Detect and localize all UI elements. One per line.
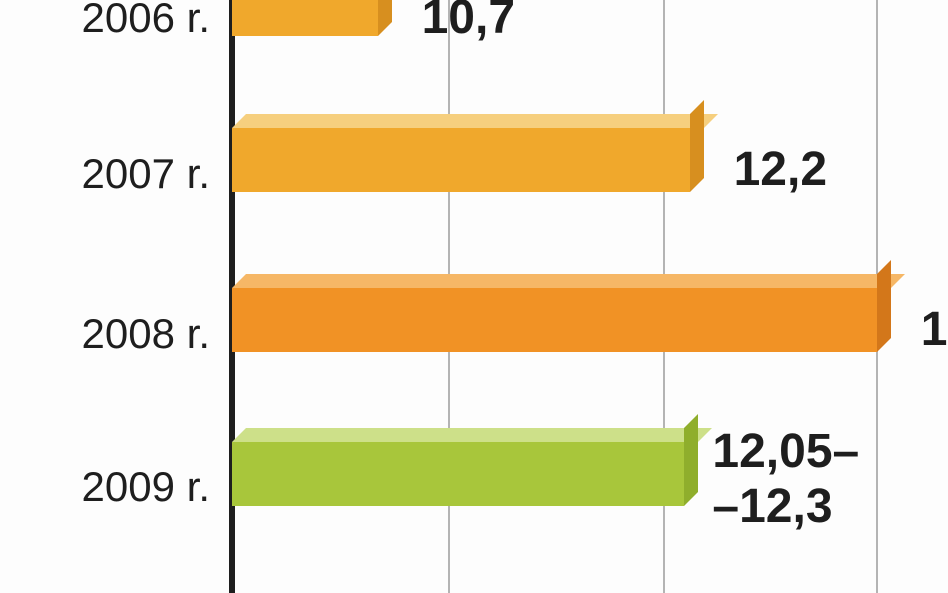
- bar-top-face: [232, 428, 712, 442]
- category-label: 2009 r.: [0, 463, 210, 511]
- bar-side-face: [877, 260, 891, 352]
- bar-front-face: [232, 0, 378, 36]
- bar-front-face: [232, 442, 684, 506]
- bar: [232, 0, 378, 36]
- category-label: 2008 r.: [0, 310, 210, 358]
- bar: [232, 128, 690, 192]
- bar: [232, 442, 684, 506]
- bar-side-face: [690, 100, 704, 192]
- category-label: 2006 r.: [0, 0, 210, 42]
- bar-top-face: [232, 274, 905, 288]
- value-label: 12,2: [734, 142, 827, 197]
- category-label: 2007 r.: [0, 150, 210, 198]
- bar-side-face: [378, 0, 392, 36]
- bar: [232, 288, 877, 352]
- bar-front-face: [232, 288, 877, 352]
- horizontal-bar-chart: 2006 r. 10,7 2007 r. 12,2 2008 r. 13,1 2009 r.…: [0, 0, 948, 593]
- bar-side-face: [684, 414, 698, 506]
- value-label: 10,7: [422, 0, 515, 45]
- bar-top-face: [232, 114, 718, 128]
- bar-front-face: [232, 128, 690, 192]
- value-label: 12,05– –12,3: [712, 424, 859, 534]
- value-label: 13,1: [921, 302, 948, 357]
